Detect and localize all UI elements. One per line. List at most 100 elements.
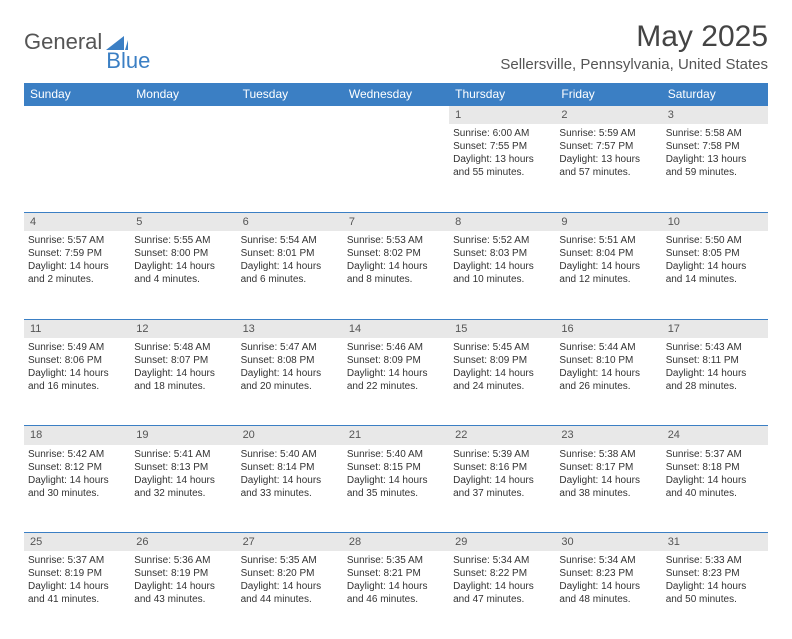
day-detail-cell: [24, 124, 130, 212]
sunrise-text: Sunrise: 5:57 AM: [28, 234, 126, 247]
sunrise-text: Sunrise: 5:41 AM: [134, 448, 232, 461]
sunset-text: Sunset: 8:17 PM: [559, 461, 657, 474]
day-number-cell: [237, 106, 343, 125]
daylight-text: Daylight: 14 hours and 18 minutes.: [134, 367, 232, 393]
daylight-text: Daylight: 14 hours and 26 minutes.: [559, 367, 657, 393]
daylight-text: Daylight: 14 hours and 2 minutes.: [28, 260, 126, 286]
day-number-cell: 9: [555, 212, 661, 231]
sunset-text: Sunset: 8:03 PM: [453, 247, 551, 260]
daylight-text: Daylight: 13 hours and 57 minutes.: [559, 153, 657, 179]
day-detail-cell: Sunrise: 5:49 AMSunset: 8:06 PMDaylight:…: [24, 338, 130, 426]
day-number-cell: 5: [130, 212, 236, 231]
daylight-text: Daylight: 14 hours and 40 minutes.: [666, 474, 764, 500]
daylight-text: Daylight: 14 hours and 28 minutes.: [666, 367, 764, 393]
day-number-cell: 8: [449, 212, 555, 231]
day-detail-cell: Sunrise: 5:33 AMSunset: 8:23 PMDaylight:…: [662, 551, 768, 639]
sunrise-text: Sunrise: 5:44 AM: [559, 341, 657, 354]
sunset-text: Sunset: 8:05 PM: [666, 247, 764, 260]
sunset-text: Sunset: 8:10 PM: [559, 354, 657, 367]
logo-text-blue: Blue: [106, 48, 150, 74]
day-number-cell: 31: [662, 533, 768, 552]
day-detail-cell: Sunrise: 5:40 AMSunset: 8:15 PMDaylight:…: [343, 445, 449, 533]
daylight-text: Daylight: 14 hours and 38 minutes.: [559, 474, 657, 500]
sunset-text: Sunset: 8:16 PM: [453, 461, 551, 474]
sunset-text: Sunset: 8:07 PM: [134, 354, 232, 367]
sunset-text: Sunset: 8:21 PM: [347, 567, 445, 580]
daylight-text: Daylight: 14 hours and 20 minutes.: [241, 367, 339, 393]
sunrise-text: Sunrise: 5:40 AM: [241, 448, 339, 461]
sunrise-text: Sunrise: 5:39 AM: [453, 448, 551, 461]
day-number-cell: 24: [662, 426, 768, 445]
sunrise-text: Sunrise: 5:35 AM: [347, 554, 445, 567]
day-number-row: 11121314151617: [24, 319, 768, 338]
sunrise-text: Sunrise: 5:52 AM: [453, 234, 551, 247]
calendar-body: 123Sunrise: 6:00 AMSunset: 7:55 PMDaylig…: [24, 106, 768, 639]
sunset-text: Sunset: 7:57 PM: [559, 140, 657, 153]
day-detail-cell: Sunrise: 5:46 AMSunset: 8:09 PMDaylight:…: [343, 338, 449, 426]
weekday-header: Friday: [555, 83, 661, 106]
day-number-cell: 1: [449, 106, 555, 125]
day-number-cell: 11: [24, 319, 130, 338]
sunrise-text: Sunrise: 5:47 AM: [241, 341, 339, 354]
day-detail-cell: Sunrise: 5:59 AMSunset: 7:57 PMDaylight:…: [555, 124, 661, 212]
day-detail-row: Sunrise: 5:42 AMSunset: 8:12 PMDaylight:…: [24, 445, 768, 533]
day-number-cell: [343, 106, 449, 125]
daylight-text: Daylight: 14 hours and 41 minutes.: [28, 580, 126, 606]
day-detail-cell: Sunrise: 5:51 AMSunset: 8:04 PMDaylight:…: [555, 231, 661, 319]
day-detail-cell: Sunrise: 5:54 AMSunset: 8:01 PMDaylight:…: [237, 231, 343, 319]
sunrise-text: Sunrise: 5:36 AM: [134, 554, 232, 567]
sunset-text: Sunset: 8:14 PM: [241, 461, 339, 474]
sunset-text: Sunset: 8:18 PM: [666, 461, 764, 474]
day-number-cell: 26: [130, 533, 236, 552]
daylight-text: Daylight: 14 hours and 14 minutes.: [666, 260, 764, 286]
daylight-text: Daylight: 14 hours and 16 minutes.: [28, 367, 126, 393]
sunrise-text: Sunrise: 5:54 AM: [241, 234, 339, 247]
day-detail-row: Sunrise: 5:49 AMSunset: 8:06 PMDaylight:…: [24, 338, 768, 426]
day-detail-cell: Sunrise: 5:52 AMSunset: 8:03 PMDaylight:…: [449, 231, 555, 319]
day-detail-cell: Sunrise: 5:37 AMSunset: 8:18 PMDaylight:…: [662, 445, 768, 533]
weekday-header: Sunday: [24, 83, 130, 106]
day-number-cell: 20: [237, 426, 343, 445]
daylight-text: Daylight: 13 hours and 55 minutes.: [453, 153, 551, 179]
daylight-text: Daylight: 14 hours and 46 minutes.: [347, 580, 445, 606]
sunrise-text: Sunrise: 6:00 AM: [453, 127, 551, 140]
day-detail-row: Sunrise: 6:00 AMSunset: 7:55 PMDaylight:…: [24, 124, 768, 212]
weekday-header-row: SundayMondayTuesdayWednesdayThursdayFrid…: [24, 83, 768, 106]
daylight-text: Daylight: 14 hours and 50 minutes.: [666, 580, 764, 606]
day-number-cell: 2: [555, 106, 661, 125]
daylight-text: Daylight: 14 hours and 30 minutes.: [28, 474, 126, 500]
daylight-text: Daylight: 14 hours and 44 minutes.: [241, 580, 339, 606]
day-detail-cell: [237, 124, 343, 212]
sunrise-text: Sunrise: 5:59 AM: [559, 127, 657, 140]
day-detail-cell: Sunrise: 5:57 AMSunset: 7:59 PMDaylight:…: [24, 231, 130, 319]
sunset-text: Sunset: 8:04 PM: [559, 247, 657, 260]
daylight-text: Daylight: 14 hours and 24 minutes.: [453, 367, 551, 393]
day-detail-cell: Sunrise: 5:39 AMSunset: 8:16 PMDaylight:…: [449, 445, 555, 533]
daylight-text: Daylight: 14 hours and 43 minutes.: [134, 580, 232, 606]
day-detail-cell: Sunrise: 5:47 AMSunset: 8:08 PMDaylight:…: [237, 338, 343, 426]
sunrise-text: Sunrise: 5:34 AM: [559, 554, 657, 567]
sunset-text: Sunset: 8:13 PM: [134, 461, 232, 474]
day-detail-cell: Sunrise: 5:42 AMSunset: 8:12 PMDaylight:…: [24, 445, 130, 533]
sunrise-text: Sunrise: 5:33 AM: [666, 554, 764, 567]
sunset-text: Sunset: 8:12 PM: [28, 461, 126, 474]
calendar-table: SundayMondayTuesdayWednesdayThursdayFrid…: [24, 83, 768, 639]
day-number-cell: 25: [24, 533, 130, 552]
day-number-cell: 15: [449, 319, 555, 338]
sunrise-text: Sunrise: 5:58 AM: [666, 127, 764, 140]
weekday-header: Wednesday: [343, 83, 449, 106]
day-detail-cell: Sunrise: 5:37 AMSunset: 8:19 PMDaylight:…: [24, 551, 130, 639]
day-detail-cell: Sunrise: 5:40 AMSunset: 8:14 PMDaylight:…: [237, 445, 343, 533]
day-detail-cell: Sunrise: 5:45 AMSunset: 8:09 PMDaylight:…: [449, 338, 555, 426]
sunrise-text: Sunrise: 5:37 AM: [666, 448, 764, 461]
day-detail-cell: Sunrise: 5:34 AMSunset: 8:23 PMDaylight:…: [555, 551, 661, 639]
day-number-cell: 28: [343, 533, 449, 552]
day-number-cell: 16: [555, 319, 661, 338]
daylight-text: Daylight: 14 hours and 37 minutes.: [453, 474, 551, 500]
day-number-cell: 12: [130, 319, 236, 338]
sunset-text: Sunset: 8:19 PM: [134, 567, 232, 580]
sunrise-text: Sunrise: 5:35 AM: [241, 554, 339, 567]
daylight-text: Daylight: 14 hours and 12 minutes.: [559, 260, 657, 286]
day-detail-cell: [343, 124, 449, 212]
daylight-text: Daylight: 14 hours and 8 minutes.: [347, 260, 445, 286]
